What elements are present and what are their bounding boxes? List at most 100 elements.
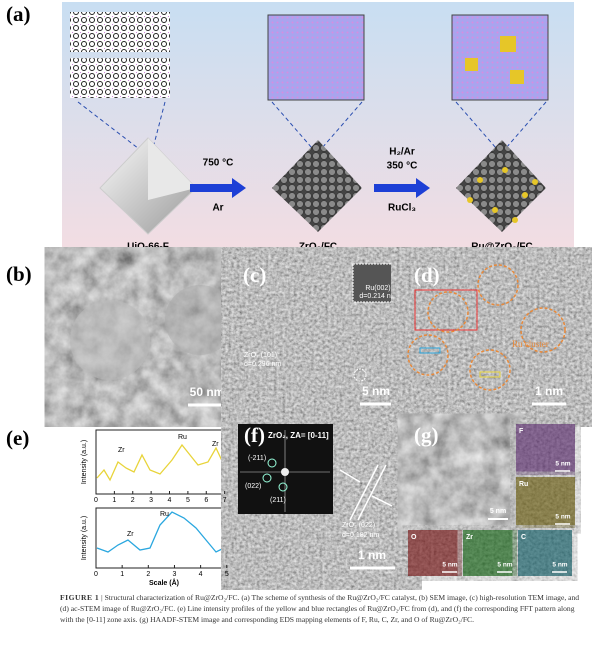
shape xyxy=(469,349,511,391)
scale-label: 5 nm xyxy=(490,508,506,515)
x-tick-label: 1 xyxy=(112,497,116,504)
panel-label: (g) xyxy=(414,423,439,447)
shape xyxy=(492,207,498,213)
eds-tint xyxy=(516,424,575,475)
zro2-structure xyxy=(267,14,365,101)
panel-label: (a) xyxy=(6,2,31,26)
shape xyxy=(477,177,483,183)
scale-label: 5 nm xyxy=(442,562,457,569)
shape xyxy=(278,482,288,492)
x-tick-label: 5 xyxy=(186,497,190,504)
particle xyxy=(70,300,150,380)
x-tick-label: 0 xyxy=(94,497,98,504)
particle xyxy=(165,285,235,355)
spot-label: (211) xyxy=(270,497,286,504)
element-label: F xyxy=(519,428,524,435)
lattice-label: ZrO₂ (101) xyxy=(244,352,277,359)
scale-label: 5 nm xyxy=(362,384,390,398)
arrow xyxy=(190,178,246,198)
panel-label: (d) xyxy=(414,263,440,287)
figure: (a) 750 °C Ar H₂/Ar 350 °C RuCl₃ UiO-66-… xyxy=(6,2,575,587)
mof-structure xyxy=(70,12,170,52)
scale-label: 1 nm xyxy=(358,548,386,562)
haadf-image xyxy=(408,424,513,528)
ru-cluster xyxy=(465,58,478,71)
eds-signal xyxy=(408,530,462,576)
element-label: O xyxy=(411,534,417,541)
eds-signal xyxy=(518,530,572,576)
arrow xyxy=(371,495,393,507)
material-name: UiO-66-F xyxy=(127,242,169,253)
eds-tint xyxy=(516,477,575,528)
eds-tint xyxy=(463,530,517,576)
eds-tint xyxy=(518,530,572,576)
shape xyxy=(522,192,528,198)
material-name: ZrO₂/FC xyxy=(299,242,337,253)
arrow xyxy=(339,469,361,483)
condition: Ar xyxy=(212,203,223,214)
zone-axis: ZrO₂, ZA= [0-11] xyxy=(268,431,329,440)
zoom-line xyxy=(151,101,166,153)
shape xyxy=(262,473,272,483)
condition: RuCl₃ xyxy=(388,203,416,214)
figure-number: FIGURE 1 xyxy=(60,593,100,602)
x-tick-label: 3 xyxy=(149,497,153,504)
peak-label: Zr xyxy=(118,447,125,454)
x-tick-label: 3 xyxy=(173,571,177,578)
shape xyxy=(267,458,277,468)
scale-label: 5 nm xyxy=(552,562,567,569)
zoom-line xyxy=(455,101,497,149)
profile-box xyxy=(479,371,501,378)
condition: H₂/Ar xyxy=(389,147,415,158)
shape xyxy=(467,197,473,203)
panel-label: (c) xyxy=(243,263,266,287)
ru-cluster xyxy=(500,36,516,52)
peak-label: Ru xyxy=(160,511,169,518)
profile-curve xyxy=(96,443,231,491)
peak-label: Zr xyxy=(212,441,219,448)
panel-label: (f) xyxy=(244,423,265,447)
octahedron-face xyxy=(148,138,196,200)
x-tick-label: 1 xyxy=(120,571,124,578)
shape xyxy=(532,179,538,185)
scale-label: 5 nm xyxy=(555,461,570,468)
caption-text: Structural characterization of Ru@ZrO₂/F… xyxy=(60,593,580,624)
zoom-line xyxy=(271,101,313,149)
x-tick-label: 4 xyxy=(199,571,203,578)
inset xyxy=(352,263,404,303)
ru-cluster xyxy=(510,70,524,84)
eds-signal xyxy=(516,424,575,475)
shape xyxy=(95,507,233,569)
scale-label: 5 nm xyxy=(555,514,570,521)
scale-label: 5 nm xyxy=(497,562,512,569)
eds-tint xyxy=(408,530,462,576)
peak-label: Ru xyxy=(178,434,187,441)
cluster-circles xyxy=(407,264,566,391)
lattice-label: ZrO₂ (022) xyxy=(342,522,375,529)
scale-label: 50 nm xyxy=(190,385,225,399)
shape xyxy=(520,307,566,353)
ru-particles xyxy=(467,167,538,223)
profile-curve xyxy=(96,511,231,561)
x-tick-label: 2 xyxy=(131,497,135,504)
element-label: C xyxy=(521,534,526,541)
shape xyxy=(349,464,379,521)
octahedron xyxy=(456,140,546,232)
fft-spots xyxy=(262,458,288,492)
d-spacing: d=0.296 nm xyxy=(244,361,281,368)
axis-label: Scale (Å) xyxy=(149,578,179,587)
d-spacing: d=0.182 nm xyxy=(342,532,379,539)
eds-signal xyxy=(463,530,517,576)
axis-label: Intensity (a.u.) xyxy=(81,440,88,484)
arrow xyxy=(374,178,430,198)
panel-label: (b) xyxy=(6,262,32,286)
shape: F 5 nm Ru 5 nm O 5 nm Zr 5 nm C 5 nm xyxy=(408,424,575,576)
peak-label: Zr xyxy=(127,531,134,538)
shape xyxy=(502,167,508,173)
spot-label: (022) xyxy=(245,483,261,490)
shape xyxy=(95,429,233,495)
x-tick-label: 7 xyxy=(223,497,227,504)
x-tick-label: 6 xyxy=(204,497,208,504)
spot-label: (-211) xyxy=(248,455,266,462)
